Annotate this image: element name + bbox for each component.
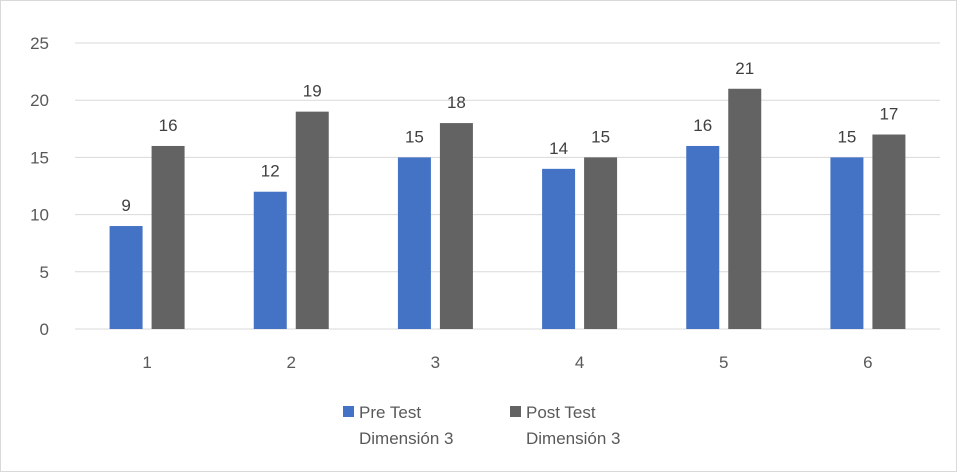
data-label: 12 (261, 162, 280, 181)
data-label: 18 (447, 93, 466, 112)
bar-pre-test (686, 145, 720, 329)
legend-label-post-test: Post Test (526, 403, 596, 422)
x-tick-label: 5 (719, 353, 728, 372)
data-label: 16 (159, 116, 178, 135)
bar-post-test (295, 111, 329, 329)
y-tick-label: 25 (30, 34, 49, 53)
y-tick-label: 0 (40, 320, 49, 339)
legend-label-post-test: Dimensión 3 (526, 429, 621, 448)
legend-swatch-pre-test (343, 406, 354, 417)
legend-label-pre-test: Dimensión 3 (359, 429, 454, 448)
data-label: 21 (735, 59, 754, 78)
x-tick-label: 3 (431, 353, 440, 372)
bar-post-test (872, 134, 906, 329)
x-tick-label: 6 (863, 353, 872, 372)
data-label: 15 (405, 127, 424, 146)
bar-pre-test (253, 191, 287, 329)
data-label: 16 (693, 116, 712, 135)
x-tick-label: 2 (287, 353, 296, 372)
data-label: 14 (549, 139, 568, 158)
y-tick-label: 5 (40, 263, 49, 282)
legend-label-pre-test: Pre Test (359, 403, 421, 422)
bar-pre-test (542, 168, 576, 329)
y-tick-label: 20 (30, 91, 49, 110)
data-label: 15 (591, 127, 610, 146)
bar-post-test (151, 145, 185, 329)
y-tick-label: 15 (30, 148, 49, 167)
data-label: 9 (121, 196, 130, 215)
data-label: 17 (879, 105, 898, 124)
bar-post-test (439, 123, 473, 329)
x-tick-label: 4 (575, 353, 584, 372)
data-label: 19 (303, 82, 322, 101)
bar-pre-test (109, 226, 143, 329)
bar-pre-test (830, 157, 864, 329)
bar-post-test (728, 88, 762, 329)
data-label: 15 (837, 127, 856, 146)
bar-post-test (584, 157, 618, 329)
x-tick-label: 1 (142, 353, 151, 372)
y-tick-label: 10 (30, 206, 49, 225)
bar-pre-test (397, 157, 431, 329)
legend-swatch-post-test (510, 406, 521, 417)
